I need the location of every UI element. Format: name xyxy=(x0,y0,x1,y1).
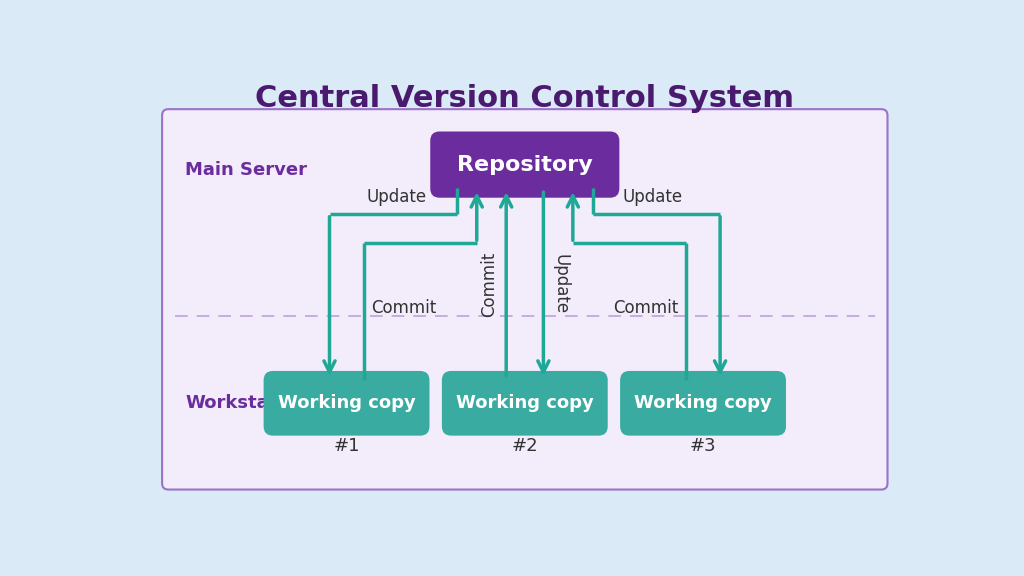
Text: Commit: Commit xyxy=(613,299,678,317)
Text: Main Server: Main Server xyxy=(185,161,307,179)
Text: Commit: Commit xyxy=(480,252,499,317)
Text: #1: #1 xyxy=(333,437,359,454)
FancyBboxPatch shape xyxy=(430,131,620,198)
FancyBboxPatch shape xyxy=(162,109,888,490)
Text: #3: #3 xyxy=(690,437,717,454)
Text: Working copy: Working copy xyxy=(634,395,772,412)
FancyBboxPatch shape xyxy=(621,371,786,435)
Text: Repository: Repository xyxy=(457,154,593,175)
FancyBboxPatch shape xyxy=(442,371,607,435)
Text: Workstation: Workstation xyxy=(185,395,308,412)
Text: #2: #2 xyxy=(511,437,539,454)
Text: Update: Update xyxy=(623,188,683,206)
FancyBboxPatch shape xyxy=(263,371,429,435)
Text: Commit: Commit xyxy=(372,299,436,317)
Text: Working copy: Working copy xyxy=(456,395,594,412)
Text: Update: Update xyxy=(551,254,569,314)
Text: Update: Update xyxy=(367,188,427,206)
Text: Central Version Control System: Central Version Control System xyxy=(255,84,795,113)
Text: Working copy: Working copy xyxy=(278,395,416,412)
